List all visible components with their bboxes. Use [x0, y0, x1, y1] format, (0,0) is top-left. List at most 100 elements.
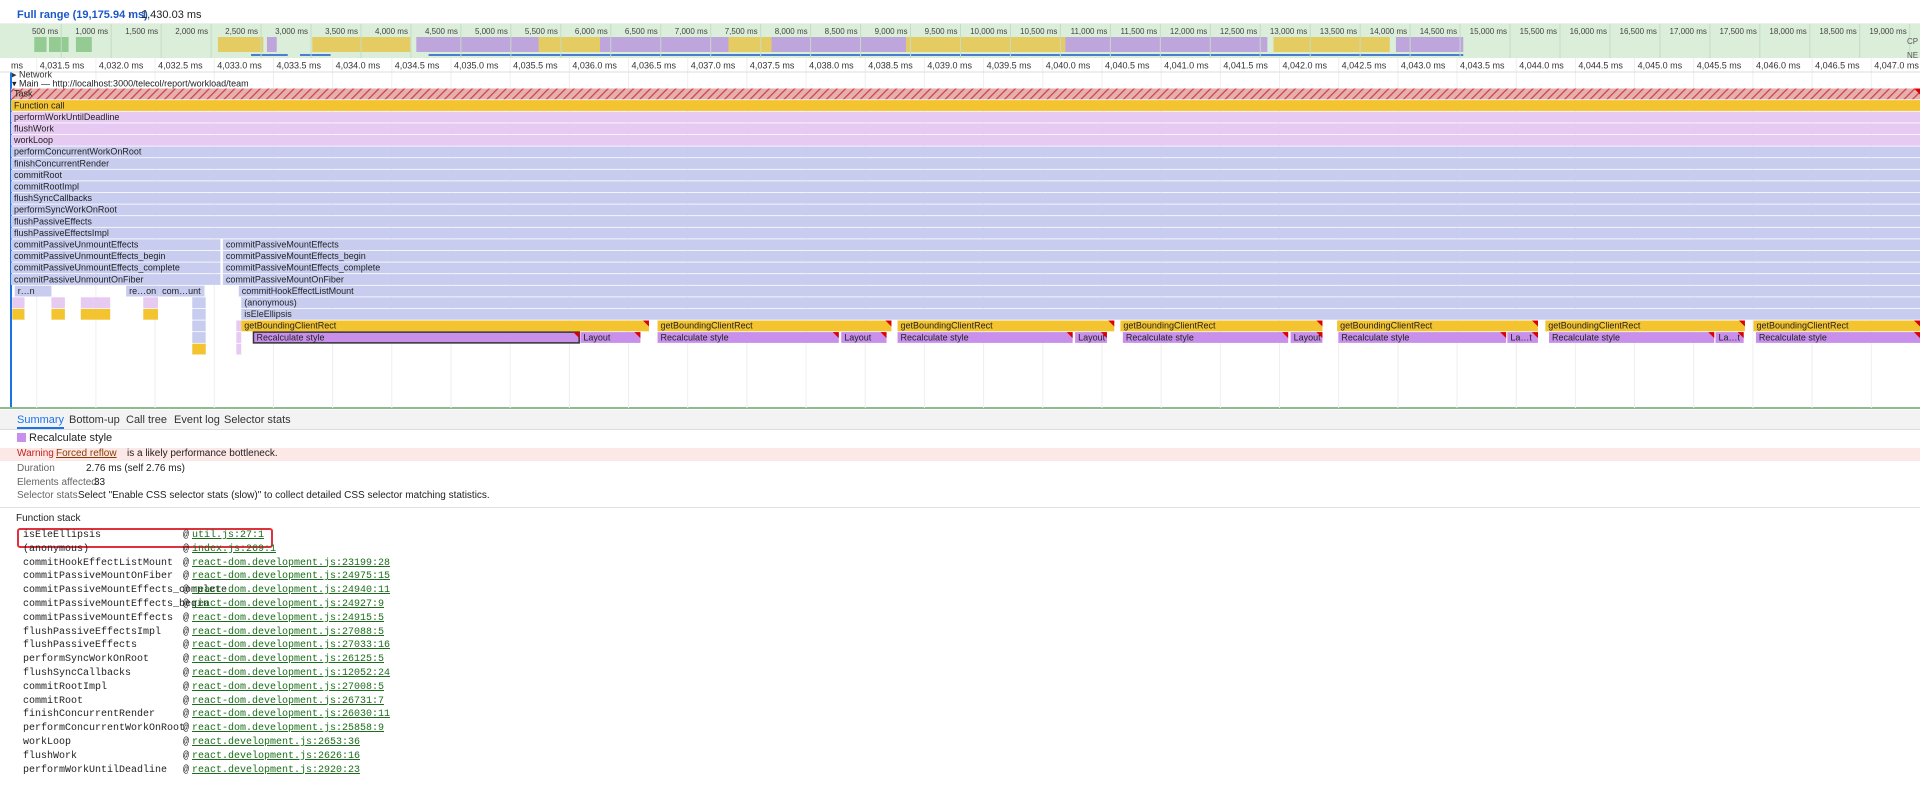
- flame-block[interactable]: [11, 192, 1920, 204]
- tab[interactable]: Summary: [17, 411, 65, 429]
- flame-block[interactable]: [1715, 332, 1744, 343]
- flame-block[interactable]: [192, 320, 206, 332]
- flame-block[interactable]: [93, 297, 111, 309]
- frame-at: @: [183, 709, 190, 721]
- flame-block[interactable]: [1545, 320, 1745, 332]
- ruler-tick-label: 4,035.0 ms: [454, 60, 499, 70]
- frame-link[interactable]: react.development.js:2653:36: [192, 737, 361, 748]
- flame-block[interactable]: [222, 250, 1920, 262]
- frame-link[interactable]: react.development.js:2626:16: [192, 750, 361, 762]
- flame-block[interactable]: [241, 297, 1920, 309]
- flame-block[interactable]: [11, 250, 221, 262]
- flame-block[interactable]: [1120, 320, 1323, 332]
- flame-block[interactable]: [80, 297, 94, 309]
- flame-block[interactable]: [143, 297, 158, 309]
- flame-block[interactable]: [222, 274, 1920, 285]
- frame-link[interactable]: react-dom.development.js:27088:5: [192, 626, 385, 638]
- flame-block[interactable]: [252, 331, 580, 344]
- frame-link[interactable]: react.development.js:2920:23: [192, 764, 361, 776]
- flame-block[interactable]: [241, 308, 1920, 320]
- flame-block[interactable]: [11, 123, 1920, 135]
- frame-link[interactable]: react-dom.development.js:26030:11: [192, 709, 391, 721]
- flame-block[interactable]: [192, 308, 206, 320]
- flame-block[interactable]: [657, 320, 892, 332]
- flame-block[interactable]: [222, 239, 1920, 251]
- overview-tick-label: 14,500 ms: [1420, 27, 1457, 36]
- flame-block[interactable]: [11, 146, 1920, 158]
- flame-block[interactable]: [1122, 332, 1289, 343]
- frame-link[interactable]: react-dom.development.js:25858:9: [192, 723, 385, 735]
- flame-block[interactable]: [11, 169, 1920, 181]
- selection-range[interactable]: 1,430.03 ms: [141, 9, 202, 21]
- tab[interactable]: Event log: [174, 414, 220, 426]
- flame-block[interactable]: [11, 88, 1920, 100]
- flame-block[interactable]: [1755, 332, 1920, 343]
- flame-block[interactable]: [12, 297, 25, 309]
- flame-block[interactable]: [841, 332, 887, 343]
- frame-link[interactable]: util.js:27:1: [192, 530, 265, 541]
- flame-block[interactable]: [126, 285, 160, 297]
- flame-block[interactable]: [1507, 332, 1538, 343]
- frame-link[interactable]: react-dom.development.js:12052:24: [192, 668, 391, 679]
- flame-block[interactable]: [11, 227, 1920, 239]
- track-header[interactable]: ▸ Network: [12, 69, 53, 79]
- flame-block[interactable]: [897, 320, 1115, 332]
- flame-block[interactable]: [11, 274, 221, 285]
- flame-block[interactable]: [143, 308, 158, 320]
- flame-block[interactable]: [11, 204, 1920, 216]
- flame-block[interactable]: [1753, 320, 1920, 332]
- frame-link[interactable]: react-dom.development.js:27033:16: [192, 640, 391, 652]
- flame-block[interactable]: [1337, 320, 1538, 332]
- frame-link[interactable]: react-dom.development.js:23199:28: [192, 557, 391, 569]
- frame-link[interactable]: react-dom.development.js:24975:15: [192, 571, 391, 583]
- flame-block[interactable]: [236, 343, 242, 355]
- flame-block[interactable]: [897, 332, 1073, 343]
- overview-tick-label: 12,000 ms: [1170, 27, 1207, 36]
- flame-label: finishConcurrentRender: [14, 158, 109, 168]
- flame-block[interactable]: [159, 285, 205, 297]
- flame-block[interactable]: [238, 285, 1920, 297]
- frame-link[interactable]: react-dom.development.js:24927:9: [192, 599, 385, 610]
- flame-block[interactable]: [1338, 332, 1507, 343]
- flame-block[interactable]: [192, 343, 206, 355]
- flame-block[interactable]: [11, 134, 1920, 146]
- flame-block[interactable]: [14, 285, 52, 297]
- frame-link[interactable]: react-dom.development.js:24940:11: [192, 585, 391, 597]
- flame-block[interactable]: [657, 332, 839, 343]
- flame-block[interactable]: [1075, 332, 1107, 343]
- flame-block[interactable]: [12, 308, 25, 320]
- flame-block[interactable]: [222, 262, 1920, 274]
- flame-block[interactable]: [1290, 332, 1323, 343]
- flame-block[interactable]: [11, 181, 1920, 193]
- flame-block[interactable]: [11, 239, 221, 251]
- flame-block[interactable]: [241, 320, 649, 332]
- flame-block[interactable]: [192, 297, 206, 309]
- flame-block[interactable]: [51, 308, 65, 320]
- flame-block[interactable]: [11, 262, 221, 274]
- frame-link[interactable]: react-dom.development.js:26125:5: [192, 654, 385, 666]
- tab[interactable]: Selector stats: [224, 414, 291, 426]
- flame-label: La…t: [1510, 332, 1532, 342]
- flame-block[interactable]: [11, 111, 1920, 123]
- overview-tick-label: 18,500 ms: [1819, 27, 1856, 36]
- flame-block[interactable]: [236, 320, 242, 332]
- warning-link[interactable]: Forced reflow: [56, 448, 117, 459]
- frame-link[interactable]: index.js:269:1: [192, 543, 277, 555]
- flame-block[interactable]: [580, 332, 641, 343]
- ruler-tick-label: 4,041.5 ms: [1223, 60, 1268, 70]
- frame-link[interactable]: react-dom.development.js:26731:7: [192, 695, 385, 707]
- full-range[interactable]: Full range (19,175.94 ms): [17, 9, 148, 21]
- flame-block[interactable]: [51, 297, 65, 309]
- flame-block[interactable]: [236, 332, 242, 343]
- frame-link[interactable]: react-dom.development.js:24915:5: [192, 612, 385, 624]
- tab[interactable]: Call tree: [126, 414, 167, 426]
- flame-block[interactable]: [1548, 332, 1715, 343]
- flame-block[interactable]: [80, 308, 111, 320]
- track-header[interactable]: ▾ Main — http://localhost:3000/telecol/r…: [12, 78, 249, 88]
- flame-block[interactable]: [192, 332, 206, 343]
- frame-link[interactable]: react-dom.development.js:27008:5: [192, 681, 385, 693]
- tab[interactable]: Bottom-up: [69, 414, 120, 426]
- flame-block[interactable]: [11, 158, 1920, 169]
- flame-block[interactable]: [11, 216, 1920, 227]
- flame-block[interactable]: [11, 100, 1920, 111]
